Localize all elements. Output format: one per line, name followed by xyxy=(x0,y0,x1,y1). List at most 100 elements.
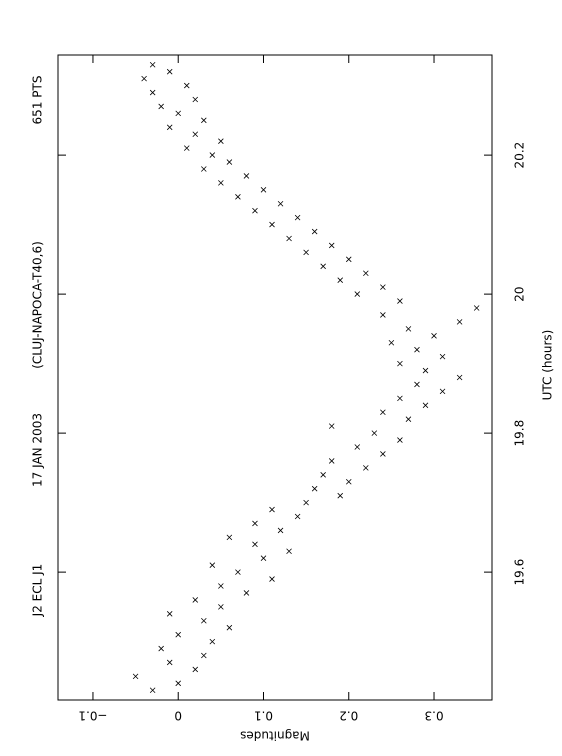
data-point xyxy=(380,409,386,416)
data-point xyxy=(226,624,233,631)
data-point xyxy=(456,374,463,381)
data-point xyxy=(337,277,344,283)
data-point xyxy=(405,326,412,332)
y-tick-label: 0 xyxy=(174,709,182,723)
data-point xyxy=(218,583,224,589)
data-point xyxy=(132,673,139,680)
data-point xyxy=(149,89,156,96)
data-point xyxy=(277,200,284,207)
data-point xyxy=(354,291,361,297)
data-point xyxy=(183,82,190,89)
x-tick-label: 20.2 xyxy=(513,142,527,169)
data-point xyxy=(303,249,309,256)
y-tick-label: 0.3 xyxy=(424,709,443,723)
data-point xyxy=(286,548,292,555)
chart-title: J2 ECL J1 xyxy=(31,564,45,618)
data-point xyxy=(252,541,258,548)
data-point xyxy=(252,520,258,527)
data-point xyxy=(209,638,216,645)
data-point xyxy=(175,110,182,117)
data-point xyxy=(235,569,241,575)
y-tick-label: 0.2 xyxy=(339,709,358,723)
data-point xyxy=(294,513,301,520)
y-tick-label: 0.1 xyxy=(254,709,273,723)
data-point xyxy=(183,145,190,151)
data-point xyxy=(337,492,344,499)
data-point xyxy=(371,430,378,436)
y-axis-label: Magnitudes xyxy=(240,729,310,743)
data-point xyxy=(328,242,335,249)
data-point xyxy=(277,527,284,534)
data-point xyxy=(218,180,224,186)
plot-frame xyxy=(57,54,493,701)
x-axis-label: UTC (hours) xyxy=(541,330,555,401)
data-point xyxy=(192,597,199,603)
data-point xyxy=(397,437,403,443)
data-point xyxy=(269,221,275,228)
data-point xyxy=(286,235,292,242)
date: 17 JAN 2003 xyxy=(31,413,45,487)
data-point xyxy=(363,270,369,277)
y-tick-label: −0.1 xyxy=(78,709,107,723)
points-label: 651 PTS xyxy=(31,76,45,125)
data-point xyxy=(166,68,173,75)
x-tick-label: 20 xyxy=(513,286,527,301)
data-point xyxy=(218,138,224,144)
data-point xyxy=(166,659,173,666)
data-point xyxy=(218,604,224,610)
data-point xyxy=(201,652,207,659)
data-point xyxy=(422,402,429,409)
data-point xyxy=(260,187,267,193)
x-tick-label: 19.8 xyxy=(513,420,527,447)
data-point xyxy=(149,61,156,68)
data-point xyxy=(269,506,275,513)
data-point xyxy=(363,465,369,471)
data-point xyxy=(320,472,326,478)
data-point xyxy=(260,555,267,561)
data-point xyxy=(269,576,275,582)
data-point xyxy=(243,173,250,179)
data-point xyxy=(311,228,318,235)
data-point xyxy=(397,298,403,304)
data-point xyxy=(235,194,241,200)
data-point xyxy=(141,75,147,82)
data-point xyxy=(397,395,403,402)
data-point xyxy=(158,103,164,110)
data-point xyxy=(405,416,412,422)
data-point xyxy=(473,305,480,311)
data-point xyxy=(243,590,250,596)
data-point xyxy=(380,312,386,318)
data-point xyxy=(192,666,199,673)
data-point xyxy=(456,319,463,325)
data-point xyxy=(201,117,207,124)
data-point xyxy=(175,680,182,687)
data-point xyxy=(414,346,420,353)
data-point xyxy=(192,131,199,138)
data-point xyxy=(226,159,233,165)
data-point xyxy=(328,458,335,464)
data-point xyxy=(201,617,207,624)
data-point xyxy=(209,152,216,158)
data-point xyxy=(414,381,420,388)
data-point xyxy=(380,451,386,457)
data-point xyxy=(192,96,199,103)
data-point xyxy=(345,256,352,263)
x-tick-label: 19.6 xyxy=(513,559,527,586)
data-point xyxy=(201,166,207,172)
data-point xyxy=(439,388,446,395)
data-point xyxy=(226,534,233,541)
data-point xyxy=(380,284,386,290)
data-point xyxy=(303,499,309,506)
data-point xyxy=(354,444,361,450)
data-point xyxy=(166,611,173,617)
observatory: (CLUJ-NAPOCA-T40,6) xyxy=(31,241,45,369)
data-point xyxy=(422,367,429,374)
data-point xyxy=(328,423,335,429)
data-point xyxy=(388,339,395,346)
data-point xyxy=(149,687,156,694)
data-point xyxy=(209,562,216,568)
data-point xyxy=(439,353,446,360)
data-point xyxy=(252,207,258,214)
data-point xyxy=(397,360,403,367)
